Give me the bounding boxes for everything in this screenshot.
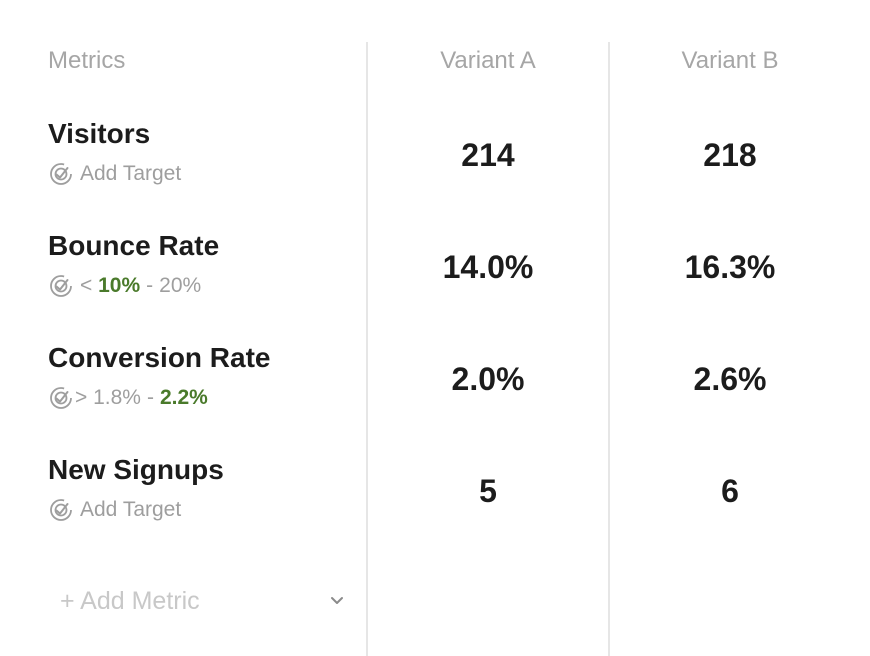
add-target-button[interactable]: Add Target <box>49 496 181 524</box>
target-separator: - <box>146 386 154 409</box>
target-operator: > <box>75 386 88 409</box>
metric-name-bounce-rate: Bounce Rate <box>48 230 220 261</box>
target-icon <box>49 274 73 298</box>
variant-b-value-bounce-rate: 16.3% <box>684 249 776 285</box>
chevron-down-icon[interactable] <box>328 591 346 609</box>
target-icon <box>49 498 73 522</box>
variant-b-column-header: Variant B <box>681 47 779 74</box>
variant-a-value-visitors: 214 <box>461 137 515 173</box>
column-divider <box>366 42 368 656</box>
column-divider <box>608 42 610 656</box>
target-good-threshold: 10% <box>98 274 141 297</box>
metric-name-new-signups: New Signups <box>48 454 224 485</box>
variant-a-value-conversion-rate: 2.0% <box>451 361 525 397</box>
metric-name-conversion-rate: Conversion Rate <box>48 342 271 373</box>
variant-a-value-bounce-rate: 14.0% <box>442 249 534 285</box>
variant-b-value-conversion-rate: 2.6% <box>693 361 767 397</box>
add-target-label: Add Target <box>80 498 182 521</box>
target-bad-threshold: 20% <box>159 274 202 297</box>
add-metric-dropdown[interactable]: + Add Metric <box>48 580 356 622</box>
variant-a-column-header: Variant A <box>440 47 536 74</box>
target-separator: - <box>146 274 154 297</box>
add-target-button[interactable]: Add Target <box>49 160 181 188</box>
target-range-conversion-rate[interactable]: > 1.8% - 2.2% <box>49 384 208 412</box>
add-target-label: Add Target <box>80 162 182 185</box>
add-metric-label: + Add Metric <box>60 586 200 615</box>
variant-b-value-new-signups: 6 <box>721 473 739 509</box>
target-range-bounce-rate[interactable]: < 10% - 20% <box>49 272 201 300</box>
target-icon <box>49 386 73 410</box>
variant-b-value-visitors: 218 <box>703 137 757 173</box>
metric-name-visitors: Visitors <box>48 118 151 149</box>
variant-a-value-new-signups: 5 <box>479 473 497 509</box>
target-icon <box>49 162 73 186</box>
target-low-threshold: 1.8% <box>93 386 141 409</box>
target-operator: < <box>80 274 93 297</box>
metrics-column-header: Metrics <box>48 47 126 74</box>
target-good-threshold: 2.2% <box>159 386 208 409</box>
